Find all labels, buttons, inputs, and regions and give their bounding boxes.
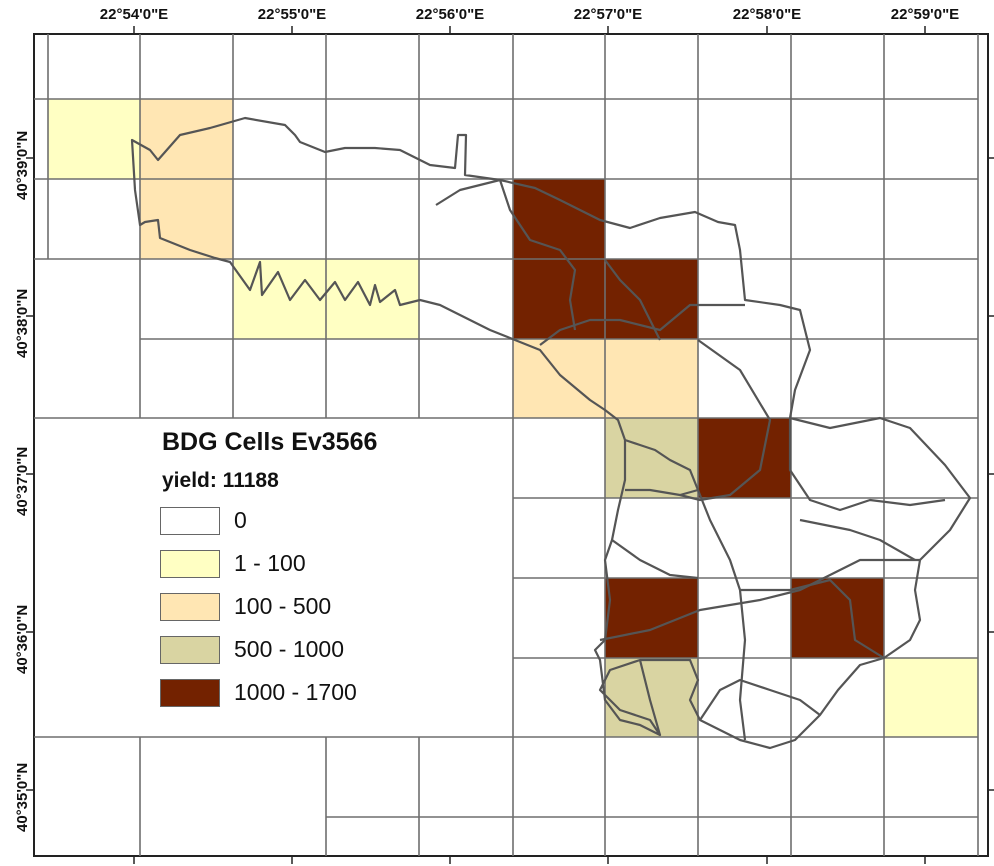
grid-cell (233, 259, 326, 339)
legend-swatch (160, 592, 220, 621)
y-axis-label: 40°37'0"N (14, 446, 31, 516)
grid-cell (605, 658, 698, 737)
legend-item: 100 - 500 (160, 585, 377, 628)
district-line (699, 678, 821, 721)
legend-label: 1000 - 1700 (234, 679, 357, 705)
legend-label: 100 - 500 (234, 593, 332, 619)
district-line (599, 558, 920, 642)
legend-label: 500 - 1000 (234, 636, 344, 662)
grid-cell (140, 179, 233, 259)
district-line (638, 659, 662, 736)
x-axis-label: 22°58'0"E (732, 6, 802, 23)
city-outline (130, 116, 972, 750)
legend-item: 0 (160, 499, 377, 542)
x-axis-label: 22°56'0"E (415, 6, 485, 23)
legend-item: 1 - 100 (160, 542, 377, 585)
district-line (604, 259, 661, 341)
legend-swatch (160, 678, 220, 707)
grid-cell (791, 578, 884, 658)
district-line (740, 578, 885, 659)
x-axis-label: 22°55'0"E (257, 6, 327, 23)
legend: BDG Cells Ev3566 yield: 11188 0 1 - 100 10… (160, 428, 377, 714)
legend-swatch (160, 635, 220, 664)
district-line (799, 518, 916, 561)
grid-cell (605, 578, 698, 658)
legend-title: BDG Cells Ev3566 (162, 428, 378, 456)
district-line (435, 178, 501, 206)
y-axis-label: 40°36'0"N (14, 604, 31, 674)
legend-label: 1 - 100 (234, 550, 306, 576)
legend-label: 0 (234, 507, 247, 533)
grid-cell (605, 339, 698, 418)
district-line (679, 339, 772, 502)
grid-cell (605, 418, 698, 498)
grid-cell (698, 418, 791, 498)
y-axis-label: 40°38'0"N (14, 288, 31, 358)
district-boundaries (130, 116, 972, 750)
legend-item: 500 - 1000 (160, 628, 377, 671)
legend-swatch (160, 506, 220, 535)
district-line (539, 303, 745, 346)
grid-cell (513, 259, 605, 339)
grid-cell (605, 259, 698, 339)
y-axis-label: 40°35'0"N (14, 762, 31, 832)
district-line (498, 179, 577, 331)
legend-rows: 0 1 - 100 100 - 500 500 - 1000 1000 - 1700 (160, 499, 377, 714)
district-line (624, 438, 700, 497)
y-axis-label: 40°39'0"N (14, 130, 31, 200)
district-line (788, 418, 946, 512)
grid-cell (140, 99, 233, 179)
grid-cells (48, 99, 978, 737)
grid-cell (884, 658, 978, 737)
legend-subtitle: yield: 11188 (162, 469, 279, 492)
legend-item: 1000 - 1700 (160, 671, 377, 714)
x-axis-label: 22°57'0"E (573, 6, 643, 23)
tick-marks (26, 26, 994, 864)
x-axis-label: 22°59'0"E (890, 6, 960, 23)
district-line (611, 539, 699, 580)
grid-cell (513, 339, 605, 418)
legend-swatch (160, 549, 220, 578)
x-axis-label: 22°54'0"E (99, 6, 169, 23)
grid-lines (34, 34, 979, 856)
grid-cell (48, 99, 140, 179)
grid-cell (513, 179, 605, 259)
